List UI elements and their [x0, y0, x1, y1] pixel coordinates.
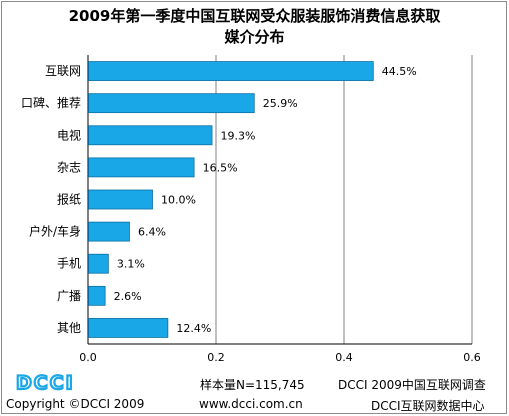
survey-name: DCCI 2009中国互联网调查 [338, 378, 486, 392]
bar [88, 125, 213, 146]
x-tick-label: 0.2 [207, 351, 225, 364]
category-label: 口碑、推荐 [21, 95, 81, 110]
chart-title: 2009年第一季度中国互联网受众服装服饰消费信息获取 媒介分布 [0, 6, 509, 48]
chart-title-line1: 2009年第一季度中国互联网受众服装服饰消费信息获取 [68, 7, 441, 25]
category-label: 手机 [57, 257, 81, 271]
value-label: 3.1% [117, 258, 145, 271]
bar [88, 61, 374, 81]
x-tick-label: 0.0 [79, 351, 97, 364]
bar [88, 285, 106, 306]
value-label: 16.5% [203, 161, 238, 174]
x-tick-label: 0.4 [335, 351, 353, 364]
value-label: 2.6% [114, 290, 142, 303]
bar [88, 93, 255, 114]
category-label: 广播 [57, 289, 81, 303]
bar [88, 253, 109, 274]
category-label: 报纸 [57, 192, 81, 207]
bar [88, 221, 130, 242]
bar [88, 318, 169, 338]
dcci-logo-text: DCCI [16, 372, 75, 392]
dcci-logo: DCCI [16, 372, 75, 392]
value-label: 10.0% [161, 194, 196, 207]
sample-size: 样本量N=115,745 [200, 378, 305, 392]
copyright: Copyright ©DCCI 2009 [6, 397, 145, 411]
data-center-name: DCCI互联网数据中心 [371, 399, 485, 413]
value-label: 25.9% [263, 97, 298, 110]
category-label: 互联网 [45, 64, 81, 78]
value-label: 44.5% [382, 65, 417, 78]
bar [88, 157, 195, 178]
website-url: www.dcci.com.cn [199, 397, 303, 411]
category-label: 其他 [57, 321, 81, 335]
bar [88, 189, 153, 210]
category-label: 杂志 [57, 160, 81, 174]
value-label: 12.4% [176, 322, 211, 335]
value-label: 6.4% [138, 226, 166, 239]
value-label: 19.3% [221, 129, 256, 142]
x-tick-label: 0.6 [463, 351, 481, 364]
chart-title-line2: 媒介分布 [224, 28, 285, 46]
category-label: 电视 [57, 127, 81, 142]
category-label: 户外/车身 [29, 224, 81, 239]
